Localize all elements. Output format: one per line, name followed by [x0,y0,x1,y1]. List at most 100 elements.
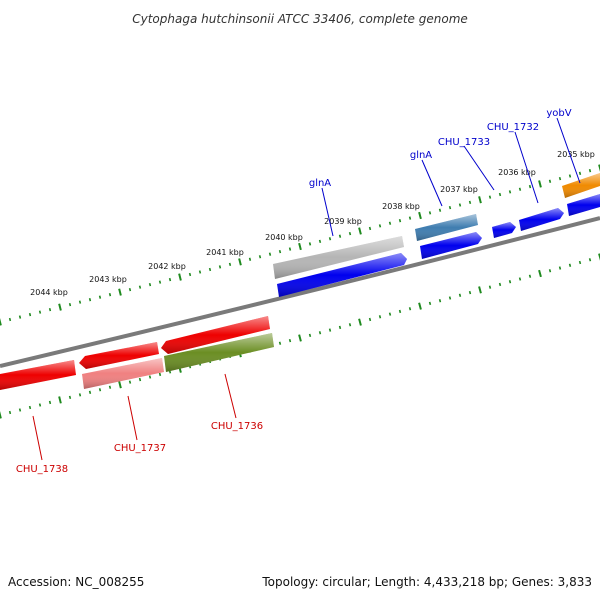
tick-label: 2038 kbp [382,202,420,211]
minor-tick [458,203,462,207]
minor-tick [8,317,12,322]
minor-tick [388,221,392,225]
gene-blue-forward-3[interactable] [567,194,600,216]
minor-tick [228,262,232,267]
minor-tick [328,237,332,241]
minor-tick [258,255,262,259]
minor-tick [488,195,492,199]
minor-tick [278,249,282,254]
tick-labels: 2035 kbp 2036 kbp 2037 kbp 2038 kbp 2039… [30,150,595,297]
minor-tick [488,285,492,289]
minor-tick [448,205,452,210]
gene-CHU_1738[interactable] [0,360,76,390]
gene-glnA-2[interactable] [273,236,404,279]
minor-tick [18,315,22,319]
gene-label-CHU_1733: CHU_1733 [438,137,490,148]
gene-CHU_1737[interactable] [82,358,164,389]
minor-tick [498,282,502,287]
gene-red-reverse-1[interactable] [161,316,270,354]
tick-label: 2039 kbp [324,217,362,226]
gene-glnA-1[interactable] [415,214,478,241]
gene-CHU_1736[interactable] [164,333,274,372]
minor-tick [18,408,22,412]
minor-tick [128,380,132,384]
minor-tick [378,224,382,228]
minor-tick [368,226,372,231]
minor-tick [438,208,442,212]
minor-tick [98,295,102,299]
minor-tick [48,307,52,312]
tick-label: 2036 kbp [498,168,536,177]
minor-tick [588,169,592,173]
minor-tick [348,231,352,236]
minor-tick [78,300,82,304]
minor-tick [328,328,332,332]
major-tick [418,211,422,220]
major-tick [58,396,62,404]
major-tick [538,180,542,188]
gene-red-reverse-2[interactable] [79,342,159,369]
tick-label: 2040 kbp [265,233,303,242]
minor-tick [408,216,412,220]
major-tick [598,164,600,172]
major-tick [238,258,242,266]
label-leaders [32,117,581,461]
gene-CHU_1733[interactable] [492,222,516,238]
minor-tick [208,267,212,272]
gene-label-CHU_1732: CHU_1732 [487,122,539,133]
gene-label-yobV: yobV [546,108,571,119]
minor-tick [338,325,342,330]
minor-tick [148,282,152,287]
major-tick [178,273,182,281]
minor-tick [448,296,452,300]
minor-tick [398,219,402,223]
minor-tick [428,301,432,306]
gene-blue-forward-2[interactable] [420,232,482,259]
minor-tick [338,234,342,238]
minor-tick [438,299,442,303]
major-tick [118,381,122,389]
minor-tick [568,174,572,178]
minor-tick [288,338,292,343]
minor-tick [378,315,382,319]
minor-tick [568,263,572,267]
minor-tick [108,385,112,389]
major-tick [598,253,600,261]
minor-tick [388,312,392,316]
major-tick [538,269,542,278]
minor-tick [138,377,142,382]
tick-label: 2037 kbp [440,185,478,194]
gene-CHU_1732[interactable] [519,208,564,231]
major-tick [58,303,62,311]
minor-tick [288,247,292,251]
minor-tick [398,309,402,314]
minor-tick [468,200,472,205]
gene-label-CHU_1738: CHU_1738 [16,464,68,475]
major-tick [358,318,362,326]
minor-tick [548,269,552,273]
minor-tick [508,190,512,194]
minor-tick [158,280,162,284]
gene-blue-forward-1[interactable] [277,253,407,297]
minor-tick [148,375,152,379]
tick-label: 2043 kbp [89,275,127,284]
minor-tick [468,290,472,295]
major-tick [298,334,302,342]
gene-yobV[interactable] [562,173,600,198]
gene-label-glnA-2: glnA [309,178,331,189]
reverse-strand-features [0,316,274,390]
major-tick [478,286,482,294]
outer-tick-ruler [0,164,600,326]
minor-tick [198,270,202,274]
major-tick [418,302,422,310]
minor-tick [528,274,532,278]
accession-text: Accession: NC_008255 [8,575,144,589]
minor-tick [548,179,552,183]
minor-tick [68,395,72,400]
minor-tick [8,410,12,415]
minor-tick [218,265,222,269]
minor-tick [268,252,272,256]
minor-tick [508,280,512,284]
minor-tick [518,277,522,281]
minor-tick [138,285,142,289]
